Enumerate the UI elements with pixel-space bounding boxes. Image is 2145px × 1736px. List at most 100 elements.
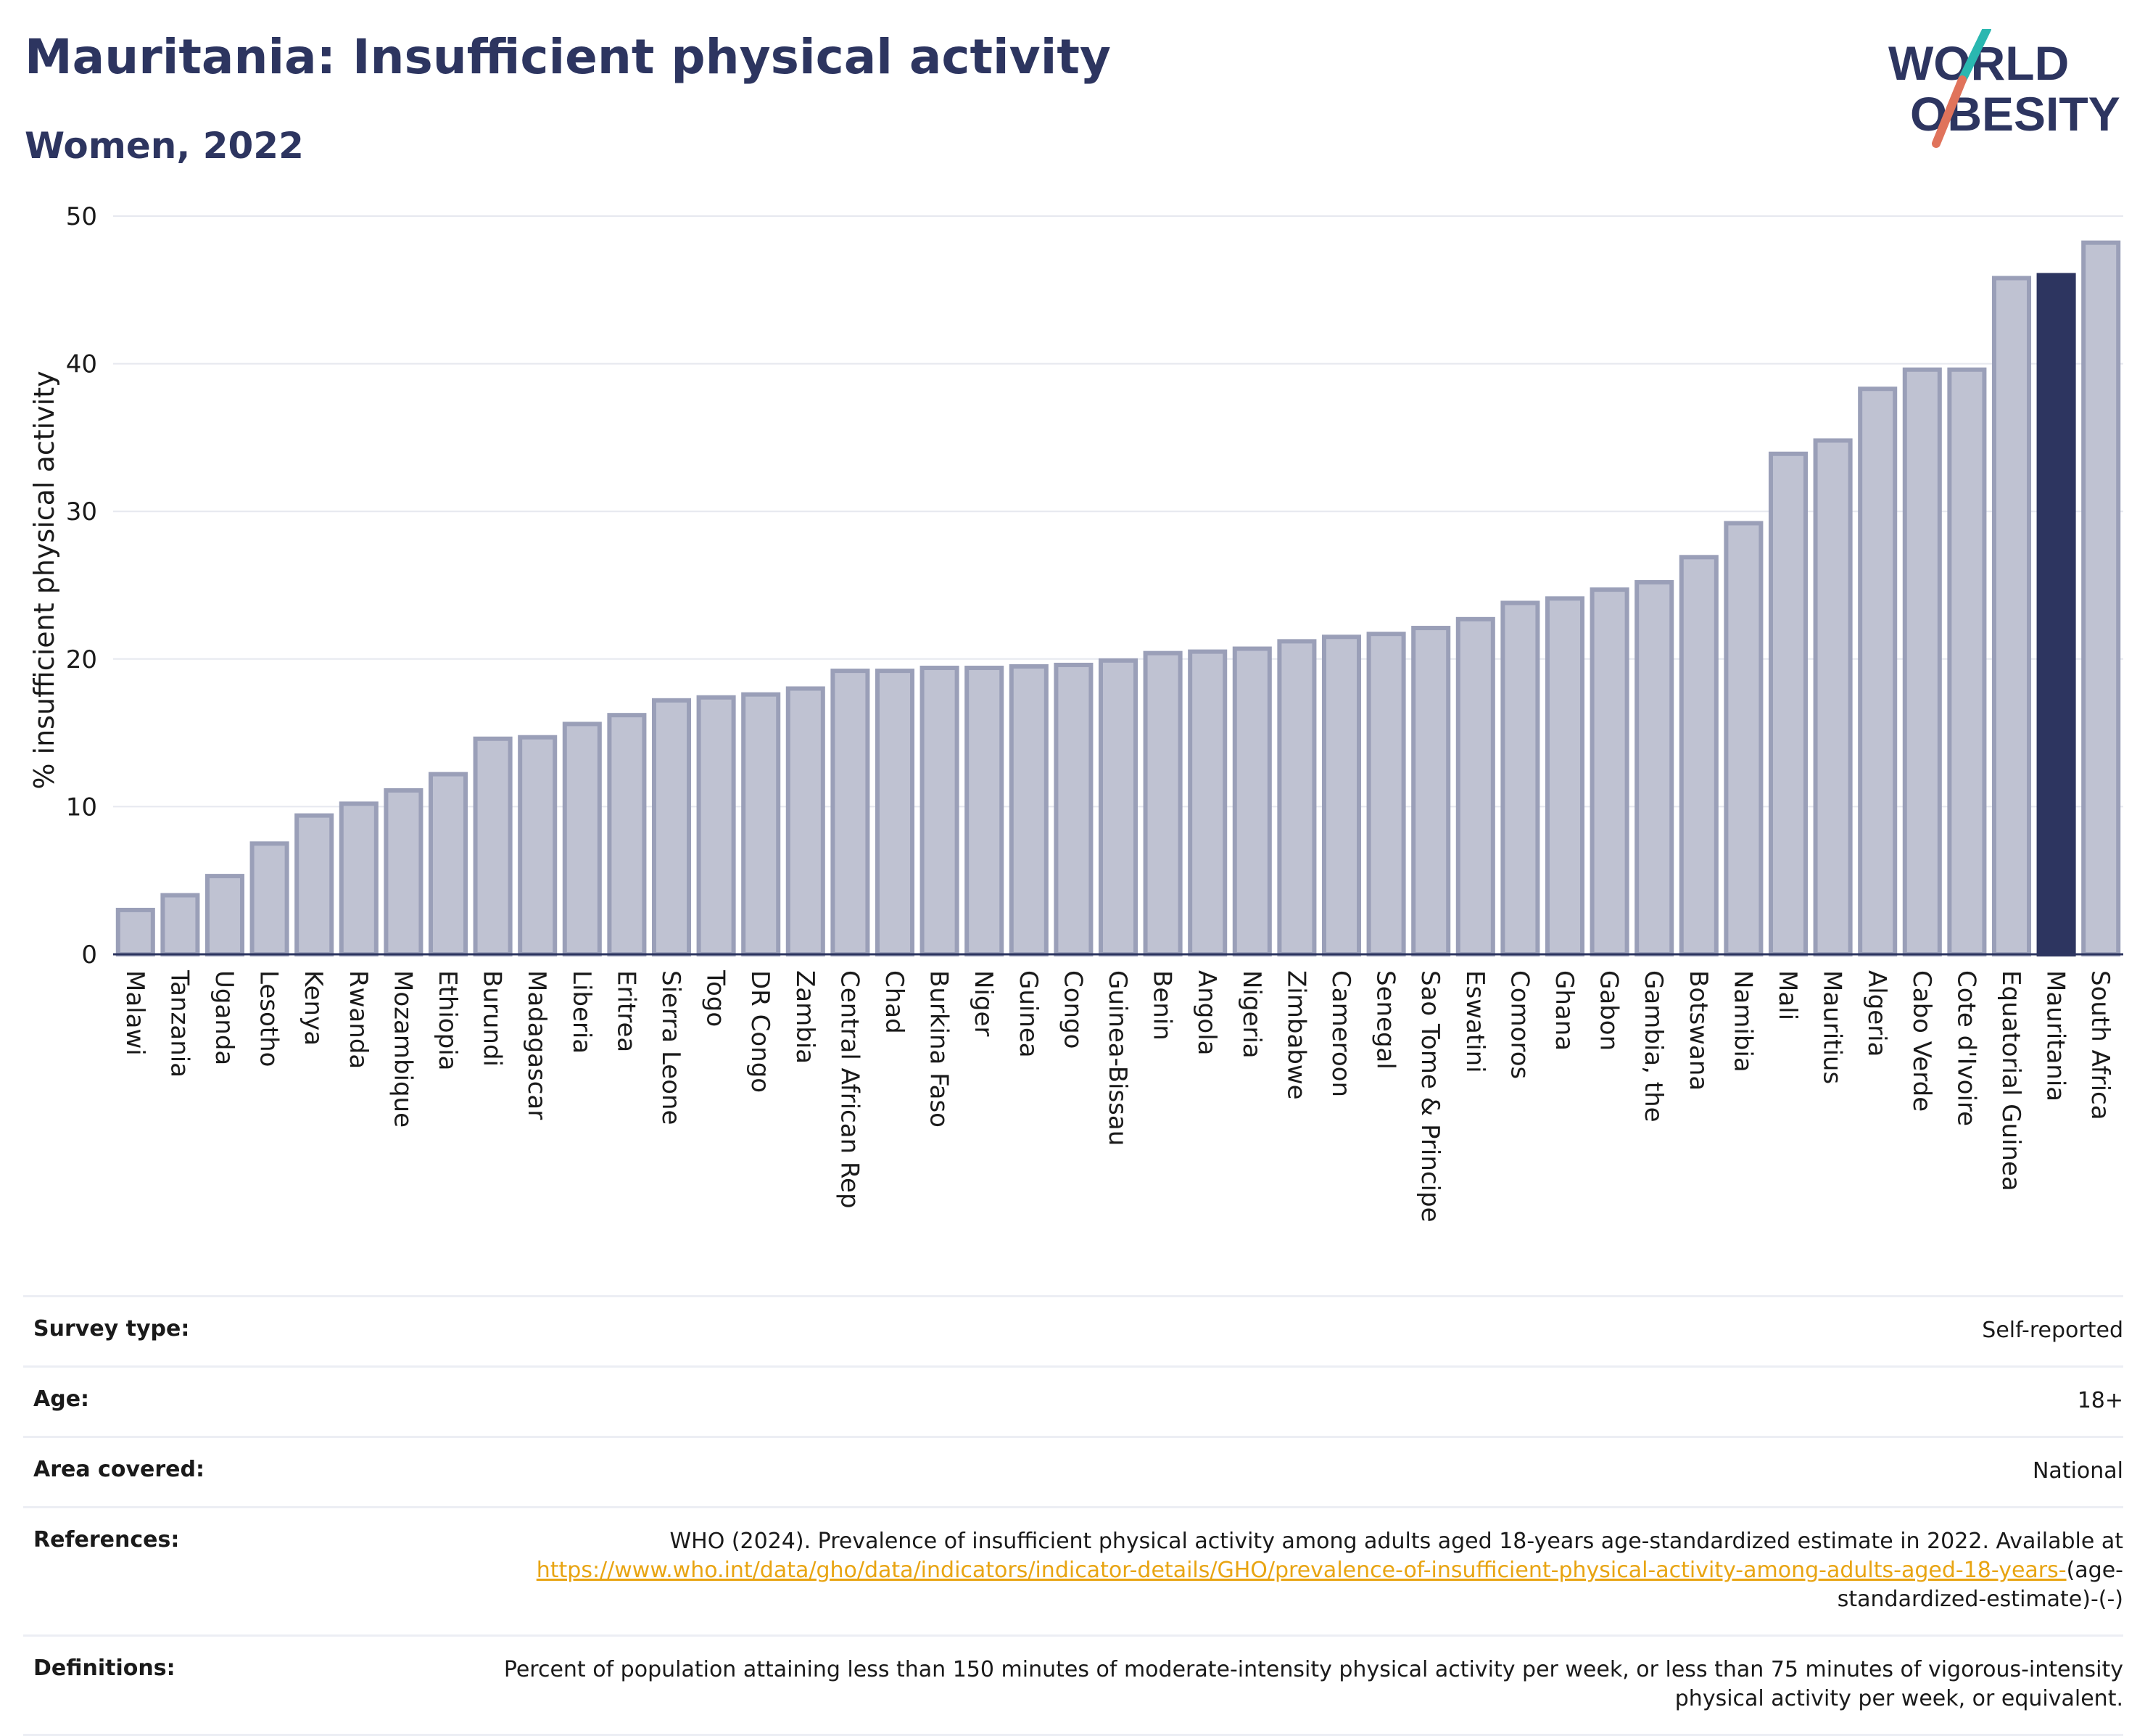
bar-tanzania	[160, 893, 200, 956]
x-tick-label: DR Congo	[745, 970, 774, 1093]
y-tick-label: 30	[66, 497, 97, 526]
bar-chad	[875, 669, 915, 956]
x-tick-label: Gabon	[1595, 970, 1624, 1051]
x-tick-label: Sao Tome & Principe	[1415, 970, 1445, 1223]
y-tick-labels: 0 10 20 30 40 50	[66, 202, 97, 970]
x-tick-label: Madagascar	[522, 970, 551, 1120]
bar-guinea	[1009, 664, 1049, 956]
x-tick-label: Niger	[969, 970, 998, 1036]
bar-niger	[964, 666, 1004, 956]
x-tick-label: Burkina Faso	[925, 970, 954, 1128]
x-tick-label: Cameroon	[1326, 970, 1355, 1097]
x-tick-label: Sierra Leone	[656, 970, 685, 1125]
bar-mauritania	[2036, 273, 2076, 956]
x-tick-label: Nigeria	[1237, 970, 1266, 1059]
references-label: References:	[33, 1527, 180, 1553]
bar-eswatini	[1455, 616, 1495, 956]
bar-congo	[1054, 662, 1094, 956]
x-tick-label: Eritrea	[611, 970, 640, 1052]
x-tick-label: Liberia	[567, 970, 596, 1054]
bar-madagascar	[518, 735, 558, 956]
bar-sao-tome-principe	[1411, 626, 1451, 956]
x-tick-label: Zambia	[790, 970, 819, 1064]
bar-botswana	[1679, 555, 1719, 956]
bar-burundi	[473, 736, 513, 957]
world-obesity-logo: WORLD OBESITY	[1888, 29, 2120, 148]
x-tick-label: Rwanda	[344, 970, 373, 1069]
y-tick-label: 10	[66, 793, 97, 822]
references-link[interactable]: https://www.who.int/data/gho/data/indica…	[536, 1558, 2067, 1583]
bar-togo	[696, 695, 736, 957]
x-tick-label: Zimbabwe	[1281, 970, 1310, 1100]
bar-kenya	[294, 813, 334, 957]
bar-gambia-the	[1634, 579, 1674, 956]
bar-cote-d-ivoire	[1947, 367, 1987, 956]
meta-row-age: Age: 18+	[23, 1365, 2123, 1436]
y-tick-label: 0	[81, 941, 97, 970]
bar-mauritius	[1813, 438, 1853, 956]
x-tick-label: Eswatini	[1460, 970, 1489, 1073]
x-tick-label: Togo	[701, 970, 730, 1027]
logo-slash-coral	[1932, 75, 1967, 148]
y-tick-label: 40	[66, 350, 97, 379]
meta-row-references: References: WHO (2024). Prevalence of in…	[23, 1506, 2123, 1634]
bar-zimbabwe	[1277, 639, 1317, 956]
bar-ethiopia	[428, 772, 468, 956]
meta-row-definitions: Definitions: Percent of population attai…	[23, 1634, 2123, 1736]
meta-row-area: Area covered: National	[23, 1436, 2123, 1506]
x-tick-label: Equatorial Guinea	[1996, 970, 2025, 1191]
definitions-label: Definitions:	[33, 1656, 175, 1681]
x-tick-label: Tanzania	[165, 970, 194, 1078]
age-label: Age:	[33, 1386, 90, 1412]
bar-mali	[1768, 451, 1809, 956]
y-axis-label: % insufficient physical activity	[28, 371, 60, 789]
bar-senegal	[1366, 632, 1406, 956]
x-tick-label: South Africa	[2086, 970, 2115, 1120]
x-tick-labels: Malawi Tanzania Uganda Lesotho Kenya Rwanda Mo…	[120, 970, 2115, 1223]
bar-namibia	[1724, 521, 1764, 957]
area-value: National	[2032, 1458, 2123, 1484]
y-tick-label: 20	[66, 645, 97, 674]
bar-equatorial-guinea	[1991, 276, 2032, 956]
bar-gabon	[1590, 587, 1629, 956]
x-tick-label: Benin	[1148, 970, 1177, 1041]
bar-south-africa	[2081, 240, 2121, 956]
x-tick-label: Botswana	[1684, 970, 1713, 1091]
bar-guinea-bissau	[1098, 658, 1138, 956]
logo-slash-teal	[1958, 29, 1991, 84]
x-tick-label: Mozambique	[388, 970, 417, 1128]
x-tick-label: Guinea	[1014, 970, 1043, 1058]
x-tick-label: Uganda	[210, 970, 239, 1065]
bar-cameroon	[1321, 635, 1362, 956]
bar-mozambique	[384, 788, 423, 957]
x-tick-label: Malawi	[120, 970, 149, 1056]
meta-row-survey-type: Survey type: Self-reported	[23, 1295, 2123, 1365]
bar-algeria	[1858, 387, 1898, 957]
x-tick-label: Cabo Verde	[1907, 970, 1936, 1112]
definitions-value: Percent of population attaining less tha…	[503, 1657, 2123, 1711]
x-tick-label: Lesotho	[255, 970, 284, 1067]
x-tick-label: Angola	[1192, 970, 1221, 1055]
bar-uganda	[204, 874, 245, 956]
x-tick-label: Chad	[880, 970, 909, 1034]
bar-rwanda	[339, 801, 379, 956]
x-tick-label: Mauritania	[2041, 970, 2070, 1101]
x-tick-label: Burundi	[478, 970, 507, 1067]
age-value: 18+	[2077, 1388, 2123, 1413]
x-tick-label: Comoros	[1505, 970, 1534, 1079]
x-tick-label: Algeria	[1862, 970, 1891, 1057]
references-suffix: (age-standardized-estimate)-(-)	[1837, 1558, 2123, 1612]
bar-chart: 0 10 20 30 40 50 Malawi Tanzania Uganda Lesotho K…	[28, 202, 2123, 1223]
x-tick-label: Ethiopia	[433, 970, 462, 1070]
bar-liberia	[562, 722, 602, 956]
bar-central-african-rep	[830, 669, 870, 956]
bar-malawi	[115, 907, 155, 956]
survey-type-value: Self-reported	[1982, 1318, 2123, 1343]
bar-lesotho	[249, 841, 289, 956]
bar-burkina-faso	[919, 666, 959, 956]
metadata-table: Survey type: Self-reported Age: 18+ Area…	[23, 1295, 2123, 1736]
bar-dr-congo	[741, 692, 781, 956]
survey-type-label: Survey type:	[33, 1316, 190, 1342]
y-tick-label: 50	[66, 202, 97, 231]
bars	[113, 240, 2123, 957]
